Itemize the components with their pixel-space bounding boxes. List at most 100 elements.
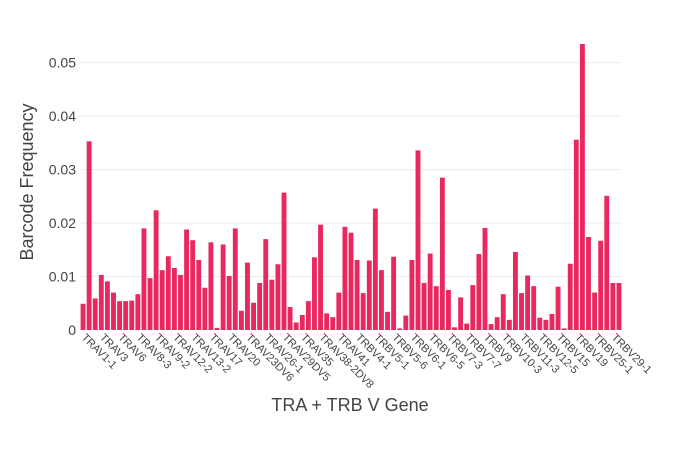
bar [86,141,92,330]
bar [482,227,488,330]
bar [525,275,531,330]
x-axis-label: TRA + TRB V Gene [271,395,428,415]
bar [98,274,104,330]
bar [421,282,427,330]
y-tick-label: 0.02 [49,215,76,231]
bar [506,319,512,330]
bar [202,287,208,330]
bar [439,177,445,330]
bar [598,240,604,330]
bar [80,303,86,330]
bar [196,259,202,330]
bar [330,317,336,330]
bar [147,278,153,330]
bar [561,328,567,330]
bar [178,274,183,330]
bar [452,327,457,330]
x-tick-labels: TRAV1-1TRAV3TRAV6TRAV8-3TRAV9-2TRAV12-2T… [79,332,654,391]
bar [476,254,482,330]
bar [397,328,403,330]
bar [293,322,299,330]
bar [123,301,129,330]
bar [190,240,196,330]
bar [220,244,226,330]
bar [287,307,293,330]
bar [567,263,573,330]
bar [555,286,561,330]
bar [251,302,256,330]
y-tick-label: 0 [68,322,76,338]
bar [184,229,190,330]
bar [427,253,433,330]
bar [135,294,141,330]
bar [245,262,250,330]
bar [385,311,390,330]
bar [238,310,244,330]
bar [433,286,439,330]
y-tick-label: 0.05 [49,55,76,71]
bar [348,232,354,330]
bar [403,315,409,330]
bar [342,226,348,330]
bar [208,242,214,330]
bar [318,224,323,330]
bar [336,292,342,330]
y-tick-label: 0.01 [49,269,76,285]
y-tick-labels: 0 0.01 0.02 0.03 0.04 0.05 [49,55,76,338]
bar [391,256,397,330]
bar [214,327,220,330]
bars [80,44,622,330]
bar [470,285,476,330]
bar [500,294,506,330]
bar [226,276,232,330]
bar [257,282,263,330]
bar [263,239,269,330]
bar [409,259,415,330]
bar [159,270,165,330]
bar [305,301,311,330]
bar [458,297,464,330]
bar [464,323,470,330]
grid-lines [80,62,622,278]
y-tick-label: 0.03 [49,162,76,178]
bar [415,150,421,330]
bar [354,259,360,330]
y-tick-label: 0.04 [49,108,76,124]
bar [324,313,330,330]
bar [117,301,123,330]
bar [586,236,591,330]
bar [379,270,384,330]
bar [165,256,171,330]
bar [372,208,378,330]
bar [92,298,98,330]
bar [537,317,543,330]
bar [519,293,524,330]
y-axis-label: Barcode Frequency [17,103,37,260]
bar [275,264,281,330]
bar [104,281,110,330]
bar [129,300,135,330]
bar [610,282,616,330]
bar [616,282,622,330]
bar [592,292,598,330]
bar [360,293,366,330]
bar [446,289,451,330]
bar [366,260,372,330]
bar [269,279,275,330]
bar [281,192,287,330]
bar [232,228,238,330]
bar [573,139,579,330]
bar [171,267,177,330]
bar [312,257,317,330]
bar [604,195,610,330]
bar [141,228,147,330]
bar [543,319,549,330]
bar [579,44,585,330]
bar [111,292,116,330]
bar [299,315,305,330]
bar [153,210,159,330]
bar [549,313,555,330]
bar [494,317,500,330]
bar [488,324,494,330]
